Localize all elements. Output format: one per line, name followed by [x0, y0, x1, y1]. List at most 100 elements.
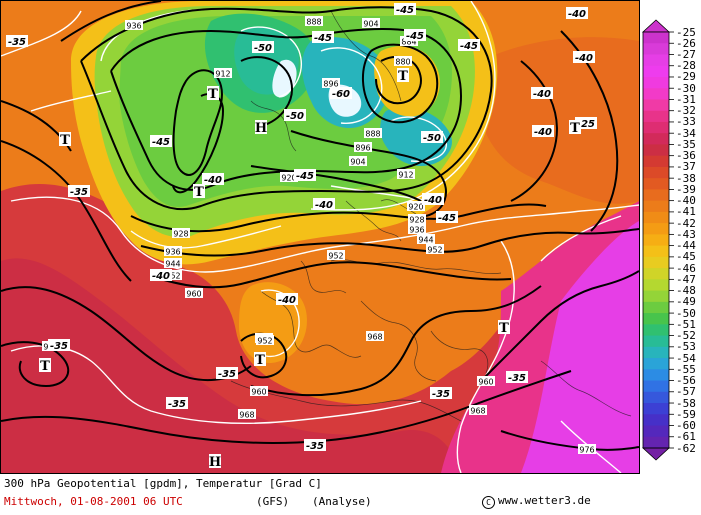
temperature-label: -40 [533, 89, 551, 100]
temperature-label-bg [284, 109, 306, 121]
low-pressure-symbol: T [570, 121, 580, 136]
geopotential-label-bg [417, 234, 435, 244]
temperature-label-bg [531, 87, 553, 99]
copyright-icon: C [482, 496, 495, 509]
legend-label: -53 [676, 340, 696, 354]
geopotential-label: 968 [470, 407, 485, 416]
geopotential-label: 888 [365, 130, 380, 139]
high-pressure-symbol: H [209, 455, 221, 470]
temperature-label-bg [313, 198, 335, 210]
temperature-label: -50 [254, 43, 272, 54]
geopotential-label-bg [238, 409, 256, 419]
geopotential-label-bg [578, 444, 596, 454]
legend-label: -40 [676, 194, 696, 208]
geopotential-label: 952 [257, 337, 272, 346]
legend-label: -34 [676, 126, 696, 140]
legend-label: -35 [676, 137, 696, 151]
legend-swatch [643, 436, 669, 449]
temperature-legend: -25 -26 -27 -28 -29 -30 -31 -32 -33 -34 -35 -36 -37-… [640, 0, 701, 474]
temperature-label-bg [6, 35, 28, 47]
temperature-label-bg [68, 185, 90, 197]
legend-label: -61 [676, 430, 696, 444]
legend-swatch [643, 301, 669, 314]
geopotential-label: 920 [281, 174, 296, 183]
geopotential-label-bg [362, 18, 380, 28]
legend-swatch [643, 178, 669, 190]
legend-label: -51 [676, 317, 696, 331]
legend-label: -36 [676, 149, 696, 163]
legend-swatch [643, 32, 669, 44]
legend-swatch [643, 76, 669, 89]
temperature-label: -45 [406, 31, 424, 42]
legend-swatch [643, 256, 669, 269]
legend-cap-top [641, 19, 671, 33]
temperature-label: -45 [460, 41, 478, 52]
geopotential-label-bg [397, 169, 415, 179]
legend-swatch [643, 234, 669, 247]
legend-label: -47 [676, 272, 696, 286]
temperature-label-bg [276, 293, 298, 305]
temperature-label: -40 [152, 271, 170, 282]
legend-swatch [643, 391, 669, 404]
low-symbol-bg [397, 68, 409, 82]
temperature-label: -45 [152, 137, 170, 148]
low-pressure-symbol: T [499, 321, 509, 336]
geopotential-label: 912 [215, 70, 230, 79]
temperature-field-white-core [272, 59, 297, 98]
legend-label: -26 [676, 36, 696, 50]
geopotential-label-bg [322, 78, 340, 88]
geopotential-label-bg [327, 250, 345, 260]
temperature-label-bg [421, 131, 443, 143]
temperature-label-bg [150, 135, 172, 147]
legend-swatch [643, 313, 669, 325]
low-symbol-bg [59, 132, 71, 146]
low-pressure-symbol: T [208, 87, 218, 102]
temperature-label: -40 [424, 195, 442, 206]
geopotential-label: 944 [418, 236, 433, 245]
low-pressure-symbol: T [398, 69, 408, 84]
geopotential-label-bg [354, 142, 372, 152]
legend-swatch [643, 290, 669, 303]
legend-label: -48 [676, 284, 696, 298]
legend-label: -49 [676, 295, 696, 309]
low-symbol-bg [193, 184, 205, 198]
temperature-label-bg [216, 367, 238, 379]
geopotential-label-bg [407, 201, 425, 211]
temperature-label-bg [430, 387, 452, 399]
legend-label: -28 [676, 59, 696, 73]
temperature-label: -40 [204, 175, 222, 186]
legend-label: -27 [676, 47, 696, 61]
temperature-label: -40 [534, 127, 552, 138]
temperature-label-bg [532, 125, 554, 137]
temperature-label: -40 [575, 53, 593, 64]
legend-label: -55 [676, 362, 696, 376]
legend-swatch [643, 121, 669, 134]
geopotential-label-bg [394, 56, 412, 66]
temperature-label-bg [566, 7, 588, 19]
geopotential-label: 936 [126, 22, 141, 31]
legend-label: -56 [676, 374, 696, 388]
geopotential-label: 904 [350, 158, 365, 167]
legend-label: -57 [676, 385, 696, 399]
temperature-label: -60 [332, 89, 350, 100]
legend-swatch [643, 200, 669, 213]
analysis-label: (Analyse) [312, 495, 372, 508]
temperature-label: -35 [8, 37, 26, 48]
temperature-label: -35 [168, 399, 186, 410]
low-symbol-bg [207, 86, 219, 100]
temperature-label: -50 [423, 133, 441, 144]
legend-label: -25 [676, 25, 696, 39]
geopotential-label: 944 [165, 260, 180, 269]
low-pressure-symbol: T [255, 353, 265, 368]
temperature-label: -25 [577, 119, 595, 130]
high-symbol-bg [255, 120, 267, 134]
geopotential-label-bg [426, 244, 444, 254]
legend-label: -41 [676, 205, 696, 219]
temperature-labels: -45 -40 -35 -45 -50 -50 -45 -60 -50 -45 -45 -45 -40 -… [6, 3, 597, 452]
legend-label: -59 [676, 407, 696, 421]
geopotential-labels: 936 888 904 880 884 912 896 888 896 904 912 920 920 9… [42, 16, 596, 455]
legend-swatch [643, 99, 669, 112]
legend-swatch [643, 414, 669, 427]
temperature-label-bg [48, 339, 70, 351]
